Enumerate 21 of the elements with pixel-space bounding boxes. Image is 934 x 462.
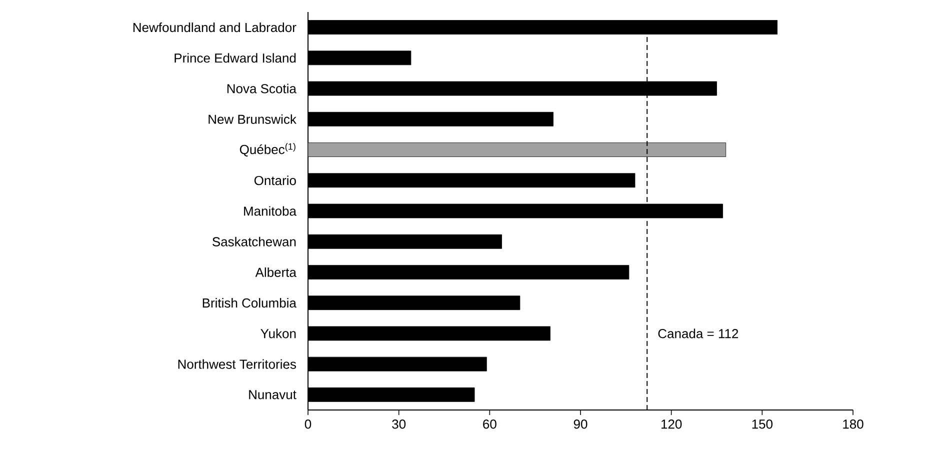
x-tick-label: 60 (483, 420, 496, 429)
ref-line-label: Canada = 112 (658, 328, 738, 338)
y-tick-label: Manitoba (244, 206, 296, 216)
y-tick-label: Alberta (255, 267, 296, 277)
y-tick-label: Yukon (260, 328, 296, 338)
y-tick-label: Prince Edward Island (174, 53, 296, 63)
y-tick-label: New Brunswick (208, 114, 296, 124)
y-tick-label: Nova Scotia (227, 84, 296, 94)
y-tick-label: Ontario (254, 176, 296, 186)
x-tick-label: 180 (843, 420, 864, 429)
x-tick-label: 90 (574, 420, 588, 429)
x-tick-label: 0 (304, 420, 312, 429)
x-tick-label: 30 (392, 420, 406, 429)
x-tick-label: 120 (661, 420, 682, 429)
y-tick-label: Northwest Territories (178, 359, 296, 369)
y-tick-label: Québec$^{(1)}$ (240, 143, 296, 156)
y-tick-label: Nunavut (249, 390, 296, 400)
y-tick-label: Newfoundland and Labrador (133, 22, 296, 32)
y-tick-label: British Columbia (202, 298, 296, 308)
x-tick-label: 150 (752, 420, 773, 429)
y-tick-label: Saskatchewan (212, 236, 296, 246)
